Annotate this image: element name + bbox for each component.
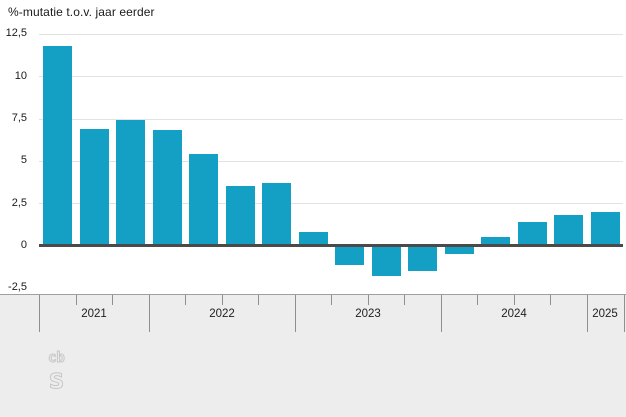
cbs-logo: cb s	[48, 350, 66, 392]
bar	[80, 129, 109, 246]
year-label: 2023	[355, 308, 381, 320]
chart-title: %-mutatie t.o.v. jaar eerder	[8, 5, 155, 19]
quarter-tick	[112, 295, 113, 305]
bar	[408, 246, 437, 271]
quarter-tick	[368, 295, 369, 305]
quarter-tick	[514, 295, 515, 305]
bar	[226, 186, 255, 245]
gridline	[39, 203, 624, 204]
y-tick-label: -2,5	[8, 281, 27, 293]
bar	[299, 232, 328, 246]
gridline	[39, 161, 624, 162]
bar	[335, 246, 364, 265]
cbs-logo-letter-bottom: s	[48, 362, 65, 391]
bar	[554, 215, 583, 245]
quarter-tick	[76, 295, 77, 305]
y-tick-label: 5	[20, 154, 27, 166]
year-label: 2022	[209, 308, 235, 320]
bar	[518, 222, 547, 246]
year-separator-tick	[624, 295, 625, 332]
gridline	[39, 76, 624, 77]
year-separator-tick	[295, 295, 296, 332]
quarter-tick	[222, 295, 223, 305]
y-tick-label: 10	[14, 70, 27, 82]
quarter-tick	[477, 295, 478, 305]
cbs-logo-letters-top: cb	[48, 350, 65, 366]
y-tick-label: 2,5	[11, 197, 27, 209]
bar	[262, 183, 291, 246]
bar	[445, 246, 474, 254]
bar	[153, 130, 182, 245]
bar	[591, 212, 620, 246]
year-separator-tick	[149, 295, 150, 332]
bar	[189, 154, 218, 245]
year-separator-tick	[39, 295, 40, 332]
bar	[372, 246, 401, 276]
year-label: 2024	[501, 308, 527, 320]
x-axis-band: cb s 2021 2022 2023 2024 2025	[0, 294, 626, 417]
y-tick-label: 12,5	[5, 27, 27, 39]
quarter-tick	[258, 295, 259, 305]
plot-area: 12,5 10 7,5 5 2,5 0 -2,5	[5, 27, 624, 293]
quarter-tick	[331, 295, 332, 305]
bar	[481, 237, 510, 245]
bar	[43, 46, 72, 246]
year-separator-tick	[441, 295, 442, 332]
bar	[116, 120, 145, 245]
quarter-tick	[185, 295, 186, 305]
gridline	[39, 34, 624, 35]
year-separator-tick	[587, 295, 588, 332]
quarter-tick	[404, 295, 405, 305]
y-tick-label: 0	[20, 239, 27, 251]
quarter-tick	[550, 295, 551, 305]
zero-line	[39, 244, 624, 247]
y-tick-label: 7,5	[11, 112, 27, 124]
year-label: 2021	[81, 308, 107, 320]
year-label: 2025	[592, 308, 618, 320]
gridline	[39, 119, 624, 120]
